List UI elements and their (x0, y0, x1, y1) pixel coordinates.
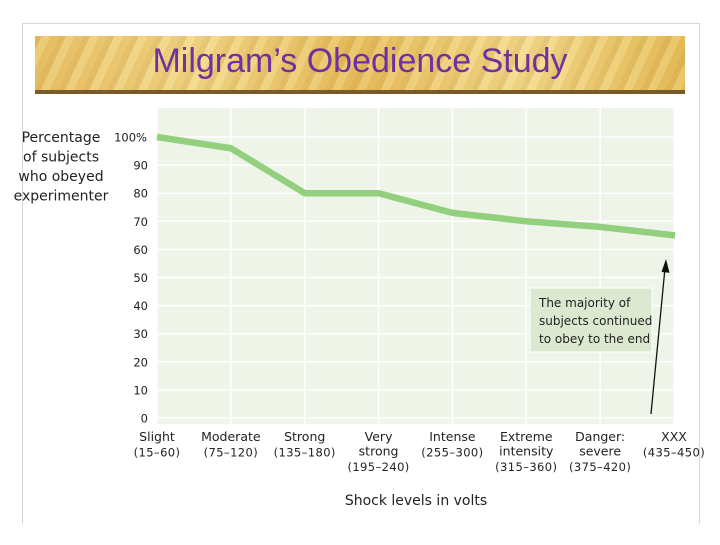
y-tick-label: 20 (133, 355, 148, 369)
y-tick-label: 70 (133, 215, 148, 229)
x-tick-label: intensity (499, 444, 554, 459)
x-tick-range: (195–240) (347, 460, 409, 474)
annotation-text: to obey to the end (539, 332, 650, 346)
x-tick-label: Very (365, 429, 393, 444)
x-tick-label: severe (579, 444, 621, 459)
x-tick-range: (75–120) (204, 446, 259, 460)
x-tick-range: (255–300) (421, 446, 483, 460)
x-tick-label: XXX (661, 429, 687, 444)
y-tick-label: 60 (133, 243, 148, 257)
x-tick-label: strong (359, 444, 399, 459)
y-axis-label: Percentage (22, 130, 101, 146)
x-tick-label: Danger: (575, 429, 625, 444)
y-tick-label: 80 (133, 187, 148, 201)
y-tick-label: 50 (133, 271, 148, 285)
x-tick-label: Intense (429, 429, 476, 444)
x-axis-label: Shock levels in volts (345, 493, 487, 509)
x-tick-label: Moderate (201, 429, 261, 444)
y-tick-label: 0 (141, 412, 148, 426)
x-tick-range: (435–450) (643, 446, 705, 460)
annotation-text: The majority of (538, 296, 631, 310)
x-tick-range: (135–180) (274, 446, 336, 460)
x-tick-label: Slight (139, 429, 175, 444)
y-tick-label: 10 (133, 383, 148, 397)
y-axis-label: experimenter (14, 189, 109, 205)
x-tick-range: (375–420) (569, 460, 631, 474)
x-tick-range: (315–360) (495, 460, 557, 474)
x-tick-range: (15–60) (134, 446, 181, 460)
y-tick-label: 90 (133, 159, 148, 173)
annotation-text: subjects continued (539, 314, 652, 328)
plot-area (157, 108, 675, 424)
y-axis-label: who obeyed (18, 169, 103, 185)
y-tick-label: 30 (133, 327, 148, 341)
y-tick-label: 100% (114, 131, 147, 145)
x-tick-label: Extreme (500, 429, 553, 444)
y-axis-label: of subjects (23, 150, 99, 166)
y-tick-label: 40 (133, 299, 148, 313)
x-tick-label: Strong (284, 429, 325, 444)
